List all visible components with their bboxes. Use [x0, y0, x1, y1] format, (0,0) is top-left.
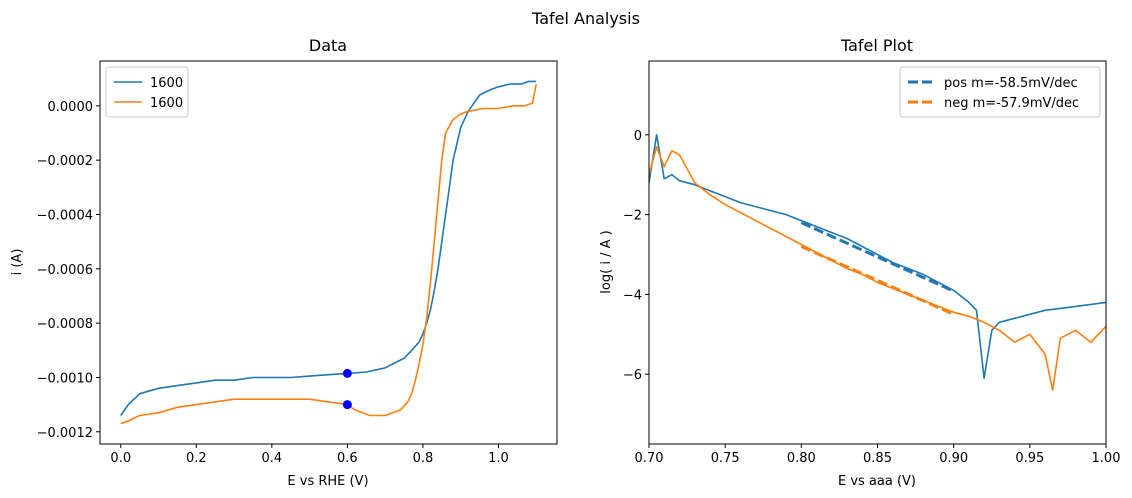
data-plot-xtick-label: 1.0: [488, 451, 509, 466]
data-plot-legend: 1600 1600: [105, 66, 189, 118]
data-plot-ytick-label: −0.0004: [37, 208, 93, 223]
tafel-plot-ticks: 0.70 0.75 0.80 0.85 0.90 0.95 1.00 −6 −4 −2 0: [623, 129, 1121, 466]
data-plot-xtick-label: 0.6: [337, 451, 358, 466]
tafel-plot-ytick-label: −2: [623, 209, 642, 224]
tafel-plot-series-0-line: [649, 134, 1106, 380]
tafel-plot-ylabel: log( i / A ): [599, 230, 614, 293]
data-plot-marker-point: [342, 368, 352, 378]
tafel-plot-ytick-label: 0: [634, 129, 642, 144]
tafel-plot-xtick-label: 0.75: [711, 451, 740, 466]
data-plot-ytick-label: 0.0000: [48, 100, 94, 115]
data-plot-ylabel: i (A): [10, 249, 25, 276]
data-plot-lines: [120, 80, 537, 425]
tafel-plot-ytick-label: −6: [623, 368, 642, 383]
tafel-plot-xtick-label: 0.85: [863, 451, 892, 466]
tafel-plot-legend-label: pos m=-58.5mV/dec: [944, 76, 1078, 91]
data-plot-ytick-label: −0.0010: [37, 371, 93, 386]
data-plot-legend-box: [105, 66, 189, 118]
tafel-plot-lines: [649, 134, 1106, 391]
data-plot-ytick-label: −0.0008: [37, 317, 93, 332]
data-plot-ticks: 0.0 0.2 0.4 0.6 0.8 1.0 −0.0012 −0.0010 −0.0008 −…: [37, 100, 509, 466]
tafel-plot-ytick-label: −4: [623, 288, 642, 303]
tafel-plot-xtick-label: 0.95: [1015, 451, 1044, 466]
tafel-plot-legend: pos m=-58.5mV/dec neg m=-57.9mV/dec: [899, 66, 1101, 118]
data-plot-xtick-label: 0.0: [110, 451, 131, 466]
tafel-plot: Tafel Plot E vs aaa (V) log( i / A ) 0.7…: [599, 36, 1120, 489]
tafel-plot-xtick-label: 1.00: [1092, 451, 1121, 466]
data-plot-legend-label: 1600: [150, 96, 183, 111]
data-plot-marker-point: [342, 400, 352, 410]
data-plot-legend-label: 1600: [150, 76, 183, 91]
data-plot-xtick-label: 0.2: [186, 451, 207, 466]
data-plot-xtick-label: 0.4: [262, 451, 283, 466]
data-plot-title: Data: [309, 36, 347, 55]
data-plot-points: [342, 368, 352, 410]
tafel-plot-xtick-label: 0.80: [787, 451, 816, 466]
data-plot: Data E vs RHE (V) i (A) 0.0 0.2 0.4 0.6 0.8 1…: [10, 36, 558, 489]
tafel-plot-xtick-label: 0.90: [939, 451, 968, 466]
tafel-plot-xlabel: E vs aaa (V): [838, 474, 916, 489]
tafel-plot-series-1-line: [649, 146, 1106, 391]
data-plot-ytick-label: −0.0006: [37, 263, 93, 278]
data-plot-xtick-label: 0.8: [413, 451, 434, 466]
tafel-plot-legend-box: [899, 66, 1101, 118]
data-plot-frame: [99, 60, 558, 445]
tafel-plot-frame: [648, 60, 1107, 445]
tafel-plot-legend-label: neg m=-57.9mV/dec: [944, 96, 1079, 111]
data-plot-series-0-line: [120, 80, 537, 416]
tafel-plot-title: Tafel Plot: [840, 36, 913, 55]
data-plot-xlabel: E vs RHE (V): [287, 474, 368, 489]
tafel-plot-xtick-label: 0.70: [635, 451, 664, 466]
data-plot-ytick-label: −0.0002: [37, 154, 93, 169]
data-plot-series-1-line: [120, 83, 537, 425]
figure-suptitle: Tafel Analysis: [531, 9, 640, 28]
data-plot-ytick-label: −0.0012: [37, 426, 93, 441]
